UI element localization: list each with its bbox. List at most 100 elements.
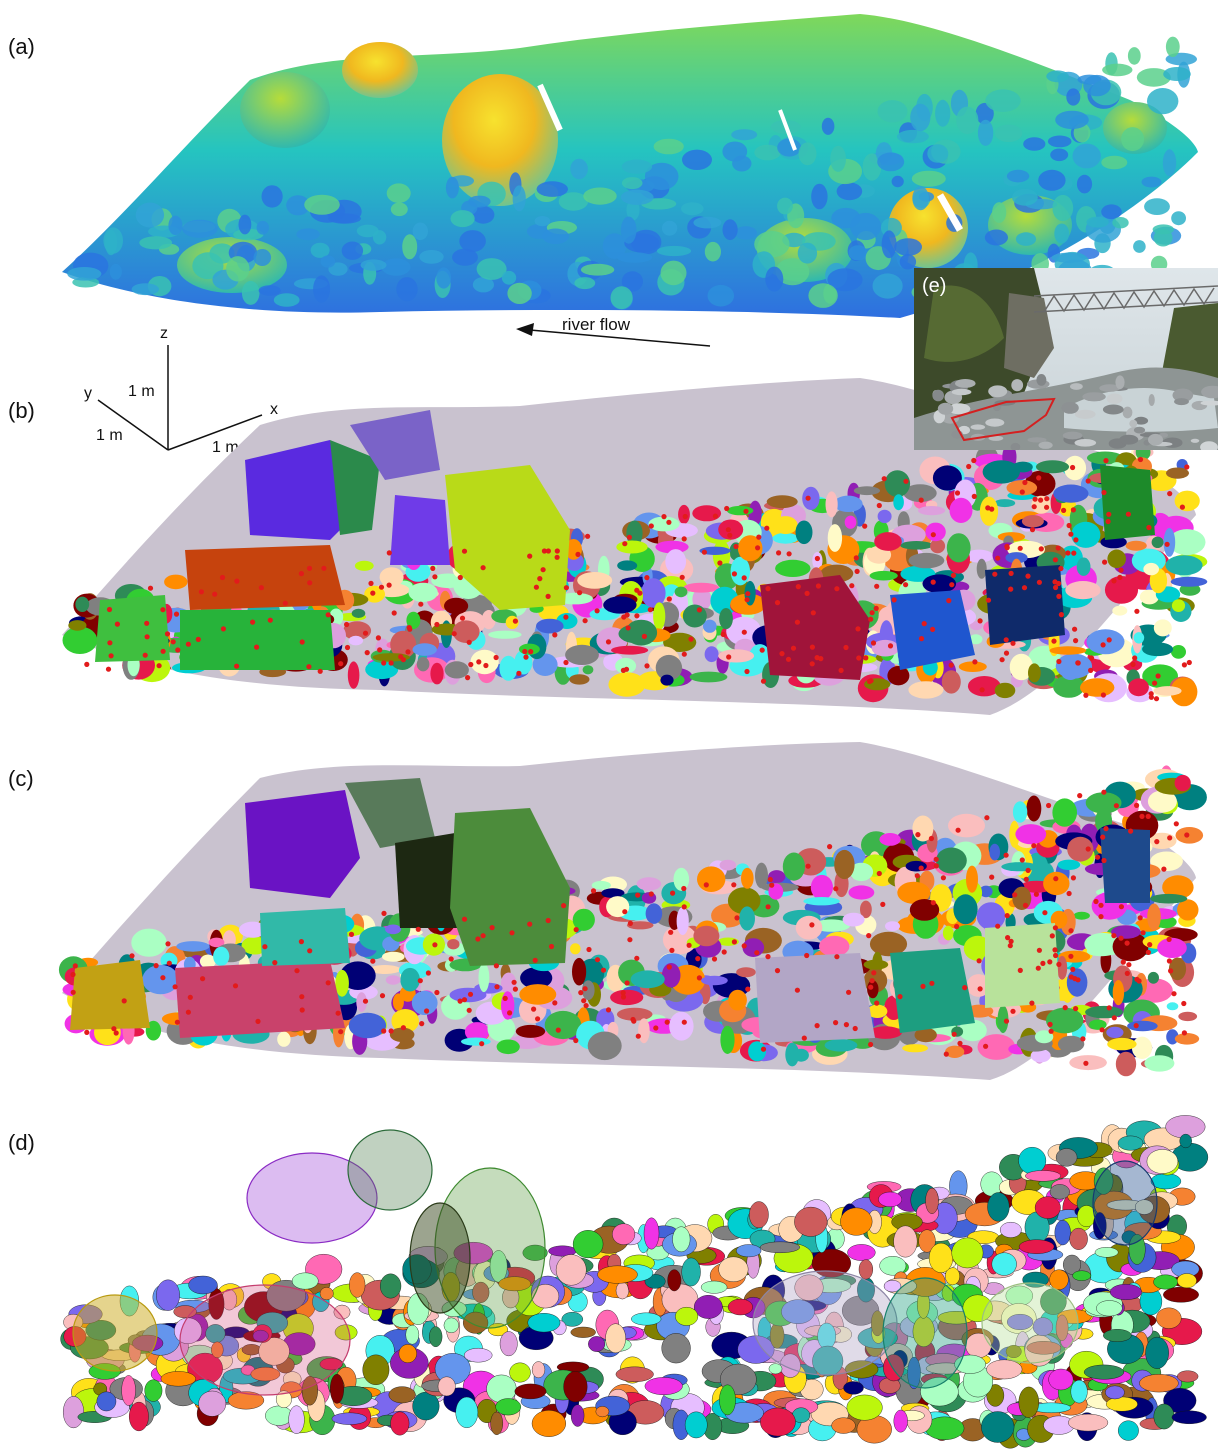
stone-segment bbox=[406, 611, 421, 630]
seed-point bbox=[734, 915, 740, 921]
seed-point bbox=[809, 922, 815, 928]
seed-point bbox=[664, 1019, 670, 1025]
pebble bbox=[985, 89, 1021, 112]
stone-segment bbox=[1012, 886, 1032, 910]
fitted-ellipsoid bbox=[275, 1390, 292, 1409]
pebble bbox=[927, 144, 949, 163]
seed-point bbox=[1166, 936, 1172, 942]
pebble bbox=[109, 263, 122, 280]
panel-label-d: (d) bbox=[8, 1130, 35, 1155]
fitted-ellipsoid bbox=[211, 1341, 224, 1359]
seed-point bbox=[785, 656, 792, 662]
seed-point bbox=[377, 647, 383, 653]
stone-segment bbox=[499, 655, 518, 681]
seed-point bbox=[298, 939, 304, 945]
seed-point bbox=[262, 944, 268, 950]
seed-point bbox=[930, 532, 936, 538]
pebble bbox=[1165, 36, 1180, 57]
fitted-ellipsoid bbox=[768, 1363, 783, 1375]
seed-point bbox=[317, 668, 323, 674]
stone-segment bbox=[385, 924, 402, 935]
stone-segment bbox=[736, 967, 756, 978]
seed-point bbox=[255, 1018, 261, 1024]
seed-point bbox=[933, 863, 939, 869]
stone-segment bbox=[1151, 536, 1164, 548]
seed-point bbox=[1101, 857, 1107, 864]
seed-point bbox=[298, 571, 304, 577]
seed-point bbox=[1179, 504, 1185, 510]
seed-point bbox=[1070, 507, 1076, 513]
pebble bbox=[452, 248, 478, 266]
inset-rock bbox=[1190, 438, 1200, 443]
stone-segment bbox=[703, 619, 717, 633]
fitted-ellipsoid bbox=[643, 1217, 660, 1250]
stone-segment bbox=[958, 661, 987, 672]
seed-point bbox=[666, 964, 672, 970]
stone-segment bbox=[994, 682, 1016, 699]
pebble bbox=[850, 212, 882, 241]
seed-point bbox=[1004, 545, 1010, 551]
seed-point bbox=[731, 882, 737, 888]
axes-and-flow: z y x 1 m 1 m 1 m river flow bbox=[84, 315, 711, 456]
seed-point bbox=[1118, 904, 1124, 910]
pebble bbox=[1101, 204, 1122, 220]
stone-segment bbox=[653, 602, 666, 631]
stone-segment bbox=[412, 643, 437, 656]
seed-point bbox=[1052, 925, 1058, 931]
seed-point bbox=[250, 619, 256, 625]
stone-segment bbox=[1153, 619, 1172, 637]
seed-point bbox=[767, 876, 773, 883]
stone-segment bbox=[501, 991, 515, 1020]
fitted-ellipsoid bbox=[390, 1411, 410, 1436]
seed-point bbox=[1145, 949, 1151, 955]
pebble bbox=[104, 229, 118, 256]
seed-point bbox=[838, 667, 844, 673]
seed-point bbox=[724, 505, 730, 512]
fitted-ellipsoid bbox=[198, 1390, 227, 1417]
seed-point bbox=[962, 985, 968, 991]
seed-point bbox=[765, 904, 771, 910]
pebble bbox=[1052, 194, 1074, 222]
seed-point bbox=[483, 662, 489, 669]
inset-rock bbox=[970, 424, 986, 430]
pebble bbox=[836, 182, 863, 201]
seed-point bbox=[344, 644, 351, 651]
stone-segment bbox=[1015, 824, 1047, 845]
pebble bbox=[536, 181, 568, 197]
seed-point bbox=[200, 976, 206, 982]
fitted-ellipsoid bbox=[1062, 1254, 1081, 1275]
seed-point bbox=[764, 525, 770, 531]
stone-segment bbox=[1028, 663, 1041, 683]
stone-segment bbox=[369, 965, 401, 974]
seed-point bbox=[1106, 637, 1112, 643]
seed-point bbox=[977, 618, 983, 624]
seed-point bbox=[434, 621, 440, 628]
seed-point bbox=[585, 533, 591, 539]
fitted-ellipsoid bbox=[672, 1226, 691, 1253]
stone-segment bbox=[1139, 589, 1159, 605]
stone-segment bbox=[795, 915, 823, 940]
seed-point bbox=[272, 960, 278, 966]
stone-segment bbox=[867, 980, 879, 999]
fitted-ellipsoid bbox=[531, 1410, 566, 1437]
pebble bbox=[1102, 63, 1133, 77]
stone-segment bbox=[1165, 555, 1203, 576]
seed-point bbox=[532, 957, 538, 963]
seed-point bbox=[622, 541, 628, 547]
stone-segment bbox=[948, 813, 985, 838]
seed-point bbox=[111, 1026, 117, 1032]
fitted-ellipsoid bbox=[1093, 1212, 1107, 1240]
stone-segment bbox=[825, 491, 838, 518]
seed-point bbox=[1038, 546, 1044, 552]
seed-point bbox=[1046, 802, 1052, 809]
seed-point bbox=[106, 606, 113, 613]
pebble bbox=[620, 216, 637, 244]
inset-rock bbox=[1200, 400, 1218, 406]
seed-point bbox=[623, 666, 630, 672]
seed-point bbox=[635, 892, 641, 898]
seed-point bbox=[880, 901, 886, 907]
stone-segment bbox=[964, 549, 994, 563]
seed-point bbox=[1070, 966, 1076, 972]
seed-point bbox=[391, 610, 397, 616]
stone-segment bbox=[727, 887, 761, 915]
